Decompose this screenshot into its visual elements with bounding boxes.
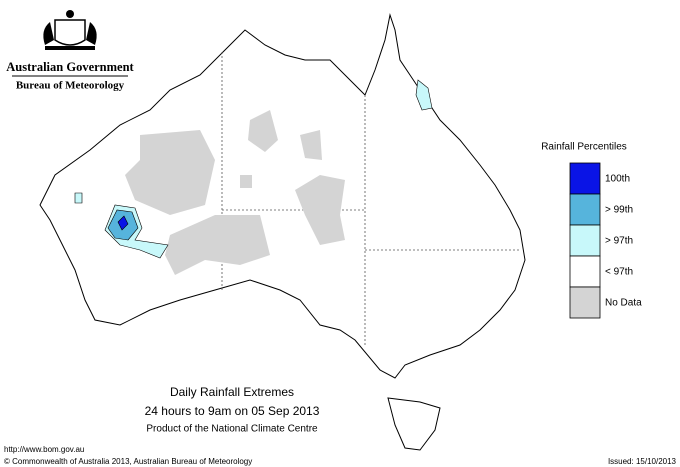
legend-label: > 99th [605, 205, 633, 216]
caption-period: 24 hours to 9am on 05 Sep 2013 [145, 404, 320, 418]
legend-label: > 97th [605, 236, 633, 247]
legend-swatch [569, 193, 601, 226]
caption-product: Product of the National Climate Centre [146, 424, 318, 435]
header-subtitle: Bureau of Meteorology [16, 80, 125, 92]
tasmania [387, 397, 441, 451]
caption-title: Daily Rainfall Extremes [170, 385, 294, 399]
header-title: Australian Government [6, 60, 134, 74]
legend-label: No Data [605, 298, 642, 309]
legend-swatch [569, 162, 601, 195]
no-data-area [125, 110, 345, 275]
rainfall-area [74, 79, 433, 259]
legend-label: < 97th [605, 267, 633, 278]
crest [43, 10, 97, 50]
state-borders [221, 52, 520, 345]
legend-title: Rainfall Percentiles [541, 142, 627, 153]
mainland [39, 13, 526, 379]
legend-swatch [569, 255, 601, 288]
legend-label: 100th [605, 174, 630, 185]
footer-copyright: © Commonwealth of Australia 2013, Austra… [4, 457, 252, 466]
footer-url: http://www.bom.gov.au [4, 445, 84, 454]
legend: 100th > 99th > 97th < 97th No Data [569, 162, 642, 319]
legend-swatch [569, 224, 601, 257]
legend-swatch [569, 286, 601, 319]
footer-issued: Issued: 15/10/2013 [608, 457, 677, 466]
